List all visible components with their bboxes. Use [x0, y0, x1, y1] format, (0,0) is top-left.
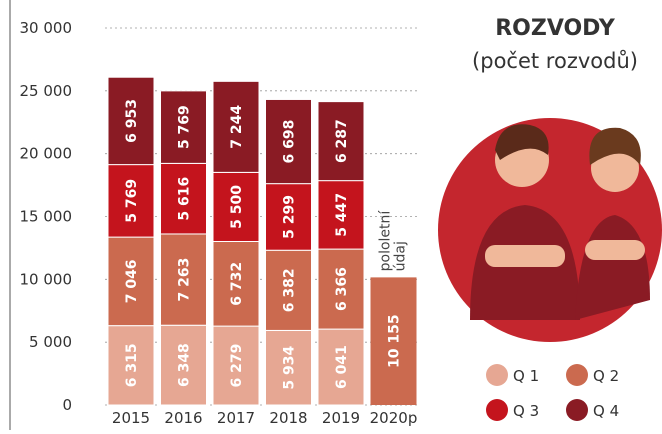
value-label: 5 769 [177, 105, 193, 149]
value-label: 5 769 [124, 179, 140, 223]
y-tick-label: 0 [62, 396, 72, 414]
value-label: 5 299 [282, 195, 298, 239]
legend-swatch [566, 364, 588, 386]
legend-label: Q 2 [593, 367, 619, 385]
y-tick-label: 10 000 [20, 270, 73, 288]
value-label: 6 366 [334, 267, 350, 311]
value-label: 5 447 [334, 193, 350, 237]
y-tick-label: 5 000 [29, 333, 72, 351]
x-tick-label: 2016 [164, 409, 202, 427]
y-tick-label: 25 000 [20, 82, 73, 100]
legend-label: Q 4 [593, 402, 619, 420]
y-tick-label: 20 000 [20, 145, 73, 163]
x-tick-label: 2020p [370, 409, 418, 427]
legend-label: Q 1 [513, 367, 539, 385]
value-label: 7 046 [124, 259, 140, 303]
legend-swatch [486, 399, 508, 421]
value-label: 6 287 [334, 119, 350, 163]
value-label: 6 315 [124, 343, 140, 387]
value-label: 6 279 [229, 344, 245, 388]
value-label: 6 348 [177, 343, 193, 387]
value-label: 6 382 [282, 268, 298, 312]
chart-subtitle: (počet rozvodů) [472, 49, 638, 73]
chart: ROZVODY (počet rozvodů) 0 5 000 10 000 15 0… [0, 0, 662, 430]
y-tick-label: 30 000 [20, 19, 73, 37]
x-tick-label: 2019 [322, 409, 360, 427]
value-label: 5 934 [282, 346, 298, 390]
illustration [438, 118, 662, 342]
legend-label: Q 3 [513, 402, 539, 420]
partial-note: pololetníúdaj [378, 210, 409, 272]
value-label: 5 500 [229, 185, 245, 229]
value-label: 6 698 [282, 120, 298, 164]
chart-title: ROZVODY [495, 16, 616, 41]
value-label: 10 155 [387, 314, 403, 368]
x-tick-label: 2015 [112, 409, 150, 427]
y-tick-label: 15 000 [20, 208, 73, 226]
value-label: 7 263 [177, 258, 193, 302]
value-label: 7 244 [229, 105, 245, 149]
value-label: 6 953 [124, 99, 140, 143]
value-label: 6 732 [229, 262, 245, 306]
value-label: 6 041 [334, 345, 350, 389]
x-tick-label: 2018 [269, 409, 307, 427]
legend-swatch [566, 399, 588, 421]
legend-swatch [486, 364, 508, 386]
value-label: 5 616 [177, 177, 193, 221]
x-tick-label: 2017 [217, 409, 255, 427]
